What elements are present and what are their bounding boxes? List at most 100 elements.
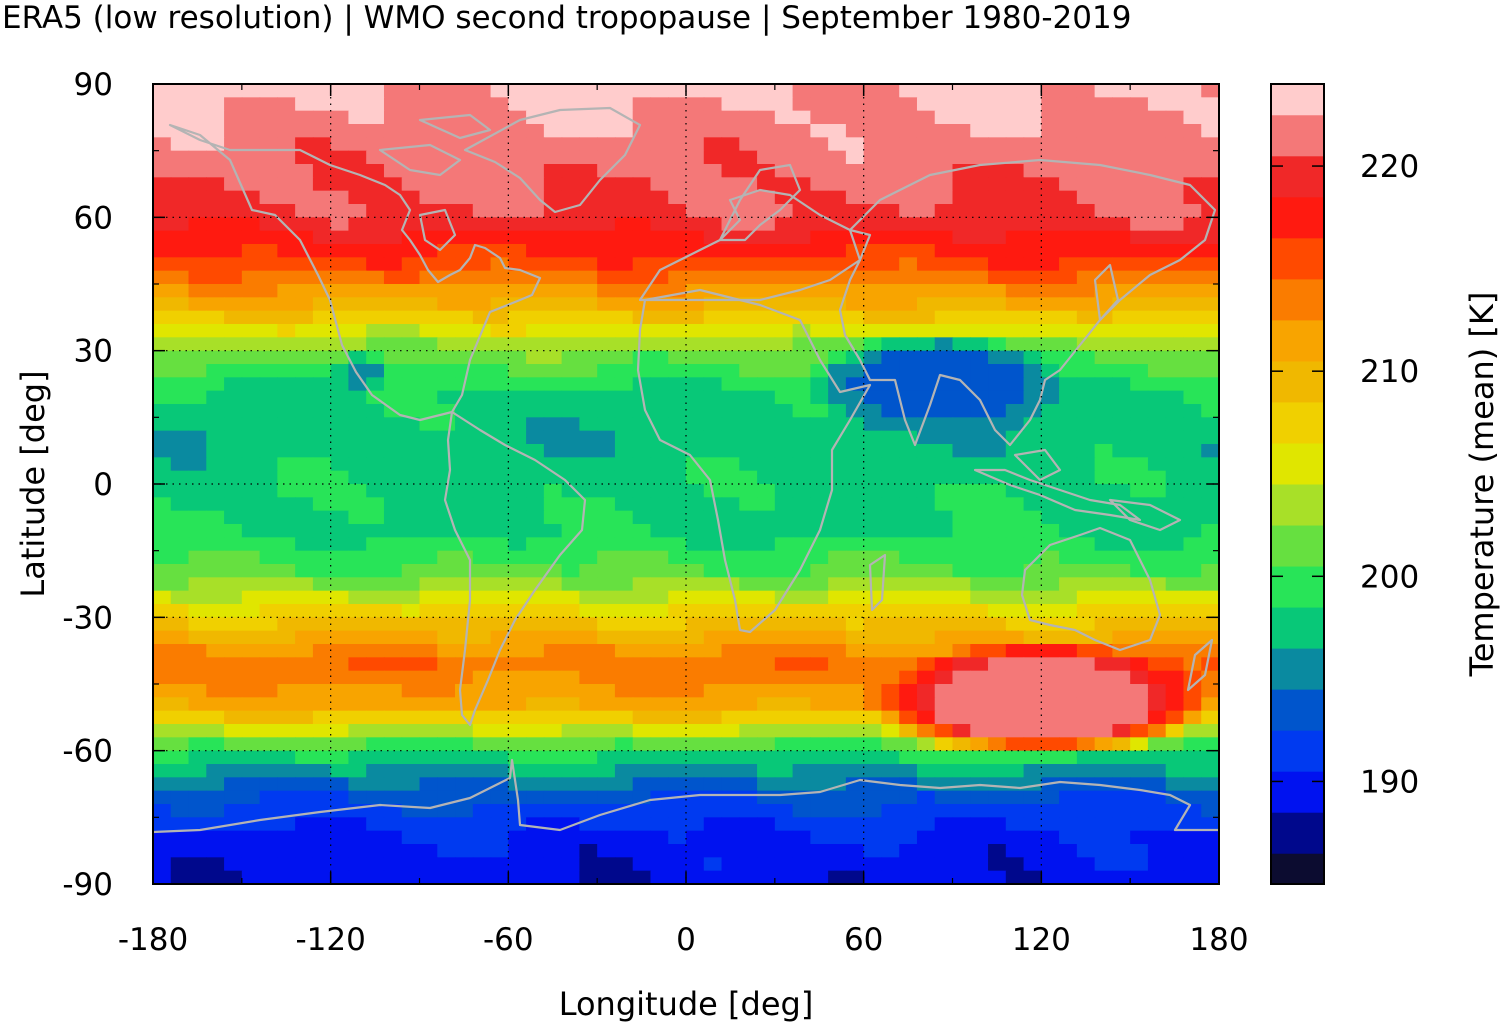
heat-cell xyxy=(828,497,847,512)
heat-cell xyxy=(348,150,367,165)
heat-cell xyxy=(330,177,350,192)
heat-cell xyxy=(419,524,438,538)
heat-cell xyxy=(1094,777,1113,792)
heat-cell xyxy=(686,217,705,232)
heat-cell xyxy=(188,564,207,578)
heat-cell xyxy=(224,804,243,818)
heat-cell xyxy=(383,764,403,778)
heat-cell xyxy=(881,324,900,338)
heat-cell xyxy=(668,417,687,432)
heat-cell xyxy=(419,444,438,458)
heat-cell xyxy=(401,190,421,205)
heat-cell xyxy=(650,350,669,365)
y-tick-label: 90 xyxy=(74,67,113,103)
heat-cell xyxy=(206,524,225,538)
heat-cell xyxy=(721,390,740,405)
heat-cell xyxy=(739,364,758,378)
heat-cell xyxy=(1005,737,1025,752)
heat-cell xyxy=(845,577,865,592)
heat-cell xyxy=(952,777,971,792)
heat-cell xyxy=(952,817,971,832)
heat-cell xyxy=(508,577,527,592)
heat-cell xyxy=(686,604,705,618)
heat-cell xyxy=(383,244,403,258)
heat-cell xyxy=(561,284,580,298)
heat-cell xyxy=(988,684,1007,698)
heat-cell xyxy=(153,204,172,218)
heat-cell xyxy=(241,377,261,392)
heat-cell xyxy=(970,457,989,472)
heat-cell xyxy=(774,150,794,165)
x-axis-label: Longitude [deg] xyxy=(559,985,814,1023)
heat-cell xyxy=(1165,137,1185,152)
heat-cell xyxy=(1023,817,1042,832)
heat-cell xyxy=(1165,404,1185,418)
heat-cell xyxy=(757,457,776,472)
heat-cell xyxy=(863,457,883,472)
heat-cell xyxy=(899,484,918,498)
heat-cell xyxy=(1041,630,1060,645)
heat-cell xyxy=(828,284,847,298)
heat-cell xyxy=(188,430,207,445)
heat-cell xyxy=(614,550,634,565)
heat-cell xyxy=(1165,697,1185,712)
heat-cell xyxy=(1183,630,1202,645)
heat-cell xyxy=(757,484,776,498)
heat-cell xyxy=(419,217,438,232)
heat-cell xyxy=(1023,270,1042,285)
heat-cell xyxy=(1059,550,1078,565)
heat-cell xyxy=(668,430,687,445)
heat-cell xyxy=(881,150,900,165)
heat-cell xyxy=(686,564,705,578)
heat-cell xyxy=(188,337,207,352)
heat-cell xyxy=(721,737,740,752)
heat-cell xyxy=(1059,844,1078,858)
heat-cell xyxy=(1005,177,1025,192)
heat-cell xyxy=(757,270,776,285)
heat-cell xyxy=(899,870,918,884)
heat-cell xyxy=(899,577,918,592)
heat-cell xyxy=(437,684,456,698)
heat-cell xyxy=(490,324,509,338)
heat-cell xyxy=(597,217,616,232)
heat-cell xyxy=(1112,310,1131,325)
colorbar-swatch xyxy=(1271,155,1324,198)
heat-cell xyxy=(934,804,954,818)
heat-cell xyxy=(1147,377,1167,392)
heat-cell xyxy=(206,84,225,98)
heat-cell xyxy=(1147,644,1167,658)
heat-cell xyxy=(295,497,314,512)
heat-cell xyxy=(188,124,207,138)
heat-cell xyxy=(774,270,794,285)
heat-cell xyxy=(970,697,989,712)
heat-cell xyxy=(1059,244,1078,258)
heat-cell xyxy=(845,177,865,192)
heat-cell xyxy=(686,390,705,405)
heat-cell xyxy=(153,350,172,365)
heat-cell xyxy=(543,137,563,152)
heat-cell xyxy=(899,697,918,712)
heat-cell xyxy=(1165,844,1185,858)
heat-cell xyxy=(1112,84,1131,98)
heat-cell xyxy=(810,284,829,298)
heat-cell xyxy=(455,110,474,125)
heat-cell xyxy=(206,364,225,378)
heat-cell xyxy=(1165,657,1185,672)
heat-cell xyxy=(206,830,225,845)
heat-cell xyxy=(437,737,456,752)
heat-cell xyxy=(206,870,225,884)
heat-cell xyxy=(1041,750,1060,765)
heat-cell xyxy=(774,550,794,565)
heat-cell xyxy=(188,590,207,605)
heat-cell xyxy=(472,484,492,498)
heat-cell xyxy=(490,337,509,352)
heat-cell xyxy=(863,484,883,498)
heat-cell xyxy=(419,817,438,832)
heat-cell xyxy=(650,204,669,218)
heat-cell xyxy=(597,764,616,778)
heat-cell xyxy=(970,364,989,378)
heat-cell xyxy=(934,177,954,192)
heat-cell xyxy=(188,644,207,658)
heat-cell xyxy=(774,124,794,138)
heat-cell xyxy=(721,244,740,258)
